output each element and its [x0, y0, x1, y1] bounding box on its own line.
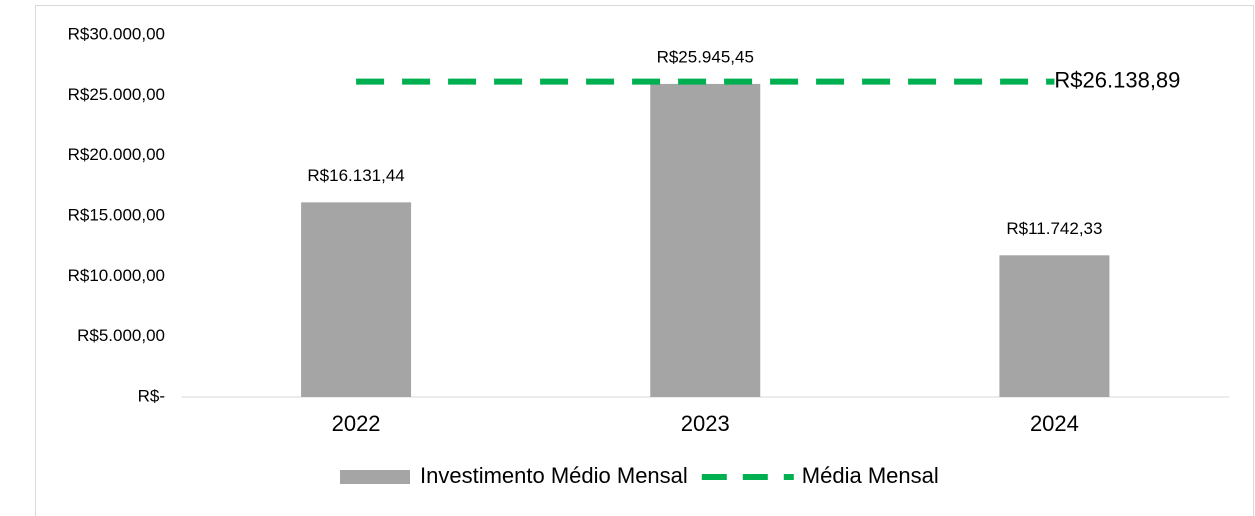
y-tick-label: R$30.000,00 — [68, 24, 165, 43]
bar — [999, 255, 1110, 397]
y-tick-label: R$25.000,00 — [68, 85, 165, 104]
legend-label: Média Mensal — [802, 463, 939, 488]
y-tick-label: R$15.000,00 — [68, 205, 165, 224]
data-label: R$26.138,89 — [1054, 67, 1180, 92]
y-tick-label: R$10.000,00 — [68, 266, 165, 285]
x-tick-label: 2024 — [1030, 411, 1079, 436]
x-tick-label: 2022 — [332, 411, 381, 436]
y-tick-label: R$- — [138, 386, 165, 405]
legend-swatch — [340, 470, 410, 484]
bar — [301, 202, 412, 397]
data-label: R$16.131,44 — [307, 166, 404, 185]
chart-frame — [35, 5, 1254, 516]
bar — [650, 83, 761, 398]
data-label: R$25.945,45 — [657, 47, 754, 66]
y-tick-label: R$20.000,00 — [68, 145, 165, 164]
y-tick-label: R$5.000,00 — [77, 326, 165, 345]
legend-label: Investimento Médio Mensal — [420, 463, 688, 488]
x-tick-label: 2023 — [681, 411, 730, 436]
data-label: R$11.742,33 — [1006, 219, 1102, 238]
